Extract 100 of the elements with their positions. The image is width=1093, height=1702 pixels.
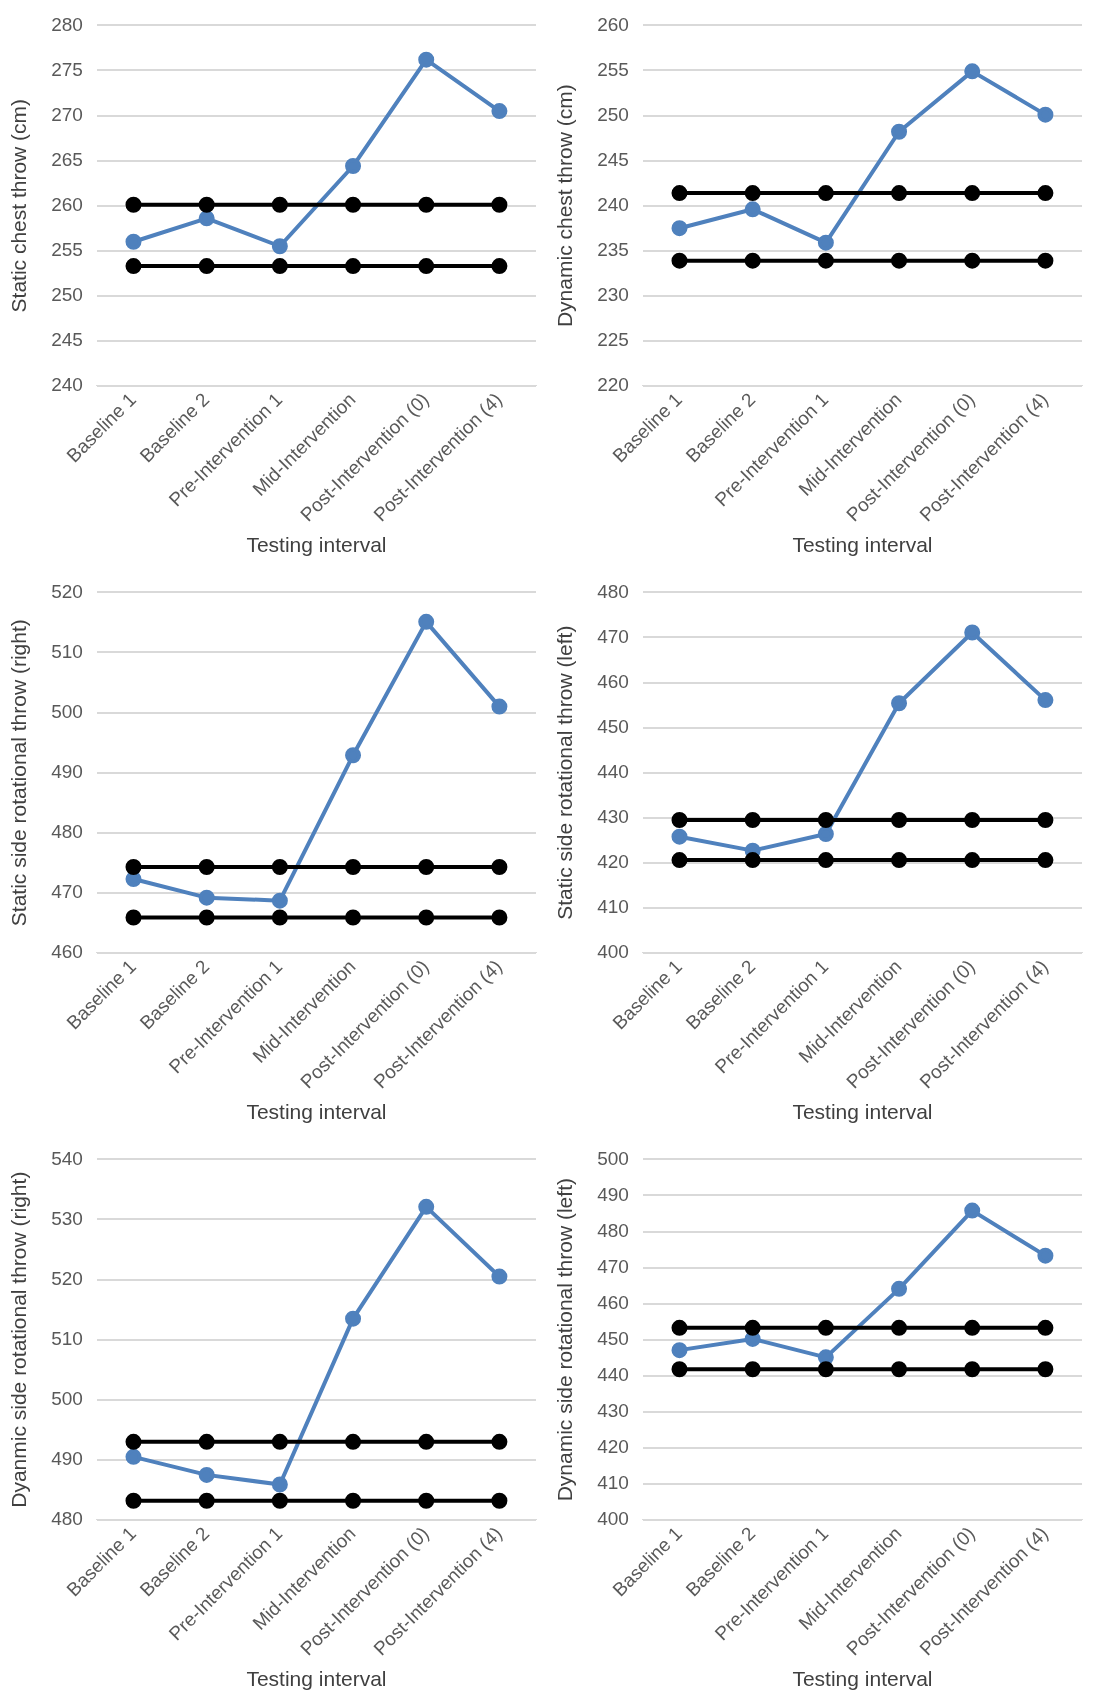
y-tick-label: 460	[51, 941, 83, 963]
y-tick-label: 260	[597, 13, 629, 35]
point	[671, 1342, 688, 1359]
y-tick-label: 500	[51, 1388, 83, 1410]
y-tick-label: 400	[597, 1508, 629, 1530]
point	[125, 196, 142, 213]
y-tick-label: 420	[597, 851, 629, 873]
point	[198, 258, 215, 275]
point	[744, 252, 761, 269]
y-tick-label: 410	[597, 896, 629, 918]
point	[964, 252, 981, 269]
point	[198, 210, 215, 227]
point	[345, 859, 362, 876]
point	[964, 1202, 981, 1219]
y-tick-label: 510	[51, 640, 83, 662]
point	[271, 1433, 288, 1450]
y-tick-label: 470	[51, 881, 83, 903]
point	[491, 859, 508, 876]
y-tick-label: 490	[597, 1183, 629, 1205]
y-axis-title: Dynamic side rotational throw (left)	[553, 1178, 577, 1502]
point	[271, 238, 288, 255]
point	[491, 258, 508, 275]
point	[418, 859, 435, 876]
point	[1037, 1319, 1054, 1336]
y-tick-label: 225	[597, 329, 629, 351]
point	[817, 185, 834, 202]
point	[1037, 1361, 1054, 1378]
point	[198, 1466, 215, 1483]
point	[744, 1319, 761, 1336]
point	[964, 1319, 981, 1336]
y-tick-label: 510	[51, 1327, 83, 1349]
point	[671, 1319, 688, 1336]
y-tick-label: 255	[51, 238, 83, 260]
point	[125, 233, 142, 250]
y-tick-label: 520	[51, 1267, 83, 1289]
point	[671, 812, 688, 829]
point	[418, 1433, 435, 1450]
y-tick-label: 265	[51, 148, 83, 170]
point	[964, 185, 981, 202]
y-tick-label: 245	[51, 329, 83, 351]
point	[1037, 252, 1054, 269]
y-tick-label: 500	[597, 1147, 629, 1169]
y-tick-label: 480	[597, 580, 629, 602]
y-tick-label: 480	[51, 821, 83, 843]
point	[1037, 852, 1054, 869]
point	[491, 698, 508, 715]
y-tick-label: 490	[51, 760, 83, 782]
y-tick-label: 410	[597, 1472, 629, 1494]
y-tick-label: 420	[597, 1436, 629, 1458]
point	[744, 201, 761, 218]
point	[891, 695, 908, 712]
point	[491, 1492, 508, 1509]
point	[198, 909, 215, 926]
point	[891, 252, 908, 269]
y-tick-label: 270	[51, 103, 83, 125]
point	[198, 889, 215, 906]
point	[964, 812, 981, 829]
x-axis-title: Testing interval	[246, 1667, 387, 1691]
point	[125, 258, 142, 275]
point	[671, 1361, 688, 1378]
point	[345, 747, 362, 764]
y-tick-label: 480	[51, 1508, 83, 1530]
point	[271, 859, 288, 876]
point	[891, 812, 908, 829]
point	[964, 1361, 981, 1378]
point	[671, 185, 688, 202]
point	[198, 859, 215, 876]
point	[345, 158, 362, 175]
point	[817, 812, 834, 829]
point	[125, 1448, 142, 1465]
point	[491, 103, 508, 120]
point	[671, 852, 688, 869]
y-tick-label: 470	[597, 1255, 629, 1277]
point	[1037, 106, 1054, 123]
point	[1037, 1247, 1054, 1264]
point	[345, 1433, 362, 1450]
point	[418, 909, 435, 926]
point	[817, 252, 834, 269]
y-tick-label: 540	[51, 1147, 83, 1169]
point	[345, 196, 362, 213]
point	[271, 909, 288, 926]
point	[1037, 185, 1054, 202]
y-tick-label: 220	[597, 374, 629, 396]
y-tick-label: 250	[597, 103, 629, 125]
point	[817, 1319, 834, 1336]
y-tick-label: 430	[597, 805, 629, 827]
point	[418, 51, 435, 68]
point	[817, 825, 834, 842]
point	[1037, 692, 1054, 709]
x-axis-title: Testing interval	[792, 533, 933, 557]
y-tick-label: 240	[597, 193, 629, 215]
y-tick-label: 530	[51, 1207, 83, 1229]
point	[418, 613, 435, 630]
y-tick-label: 255	[597, 58, 629, 80]
y-axis-title: Static chest throw (cm)	[7, 98, 31, 313]
point	[964, 63, 981, 80]
y-axis-title: Static side rotational throw (left)	[553, 625, 577, 920]
point	[817, 234, 834, 251]
point	[491, 1268, 508, 1285]
y-tick-label: 450	[597, 1327, 629, 1349]
